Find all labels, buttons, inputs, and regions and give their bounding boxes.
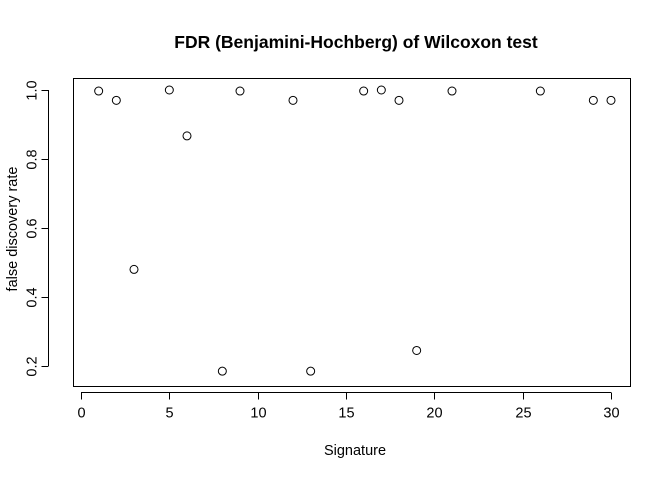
x-tick-label: 25 bbox=[515, 406, 531, 422]
data-point bbox=[94, 86, 104, 96]
data-point bbox=[394, 95, 404, 105]
data-point bbox=[182, 131, 192, 141]
x-tick-label: 30 bbox=[603, 406, 619, 422]
data-point bbox=[376, 85, 386, 95]
data-points bbox=[94, 85, 616, 376]
data-point bbox=[412, 345, 422, 355]
y-axis-label: false discovery rate bbox=[5, 167, 21, 292]
data-point bbox=[588, 95, 598, 105]
x-axis: 0 5 10 15 20 25 30 bbox=[77, 392, 620, 422]
data-point bbox=[606, 95, 616, 105]
y-tick-label: 0.2 bbox=[25, 356, 41, 376]
y-tick-label: 0.4 bbox=[25, 287, 41, 307]
y-tick-label: 0.8 bbox=[25, 149, 41, 169]
x-tick-label: 0 bbox=[77, 406, 85, 422]
x-tick-label: 15 bbox=[338, 406, 354, 422]
x-tick-label: 20 bbox=[426, 406, 442, 422]
plot-frame bbox=[73, 78, 631, 387]
y-axis: 0.2 0.4 0.6 0.8 1.0 bbox=[25, 80, 49, 377]
data-point bbox=[129, 264, 139, 274]
data-point bbox=[164, 85, 174, 95]
data-point bbox=[359, 86, 369, 96]
data-point bbox=[306, 366, 316, 376]
data-point bbox=[447, 86, 457, 96]
x-tick-label: 5 bbox=[165, 406, 173, 422]
data-point bbox=[535, 86, 545, 96]
data-point bbox=[111, 95, 121, 105]
chart-title: FDR (Benjamini-Hochberg) of Wilcoxon tes… bbox=[174, 32, 538, 52]
data-point bbox=[217, 366, 227, 376]
x-tick-label: 10 bbox=[250, 406, 266, 422]
data-point bbox=[235, 86, 245, 96]
data-point bbox=[288, 95, 298, 105]
x-axis-label: Signature bbox=[324, 443, 386, 459]
y-tick-label: 0.6 bbox=[25, 218, 41, 238]
y-tick-label: 1.0 bbox=[25, 80, 41, 100]
